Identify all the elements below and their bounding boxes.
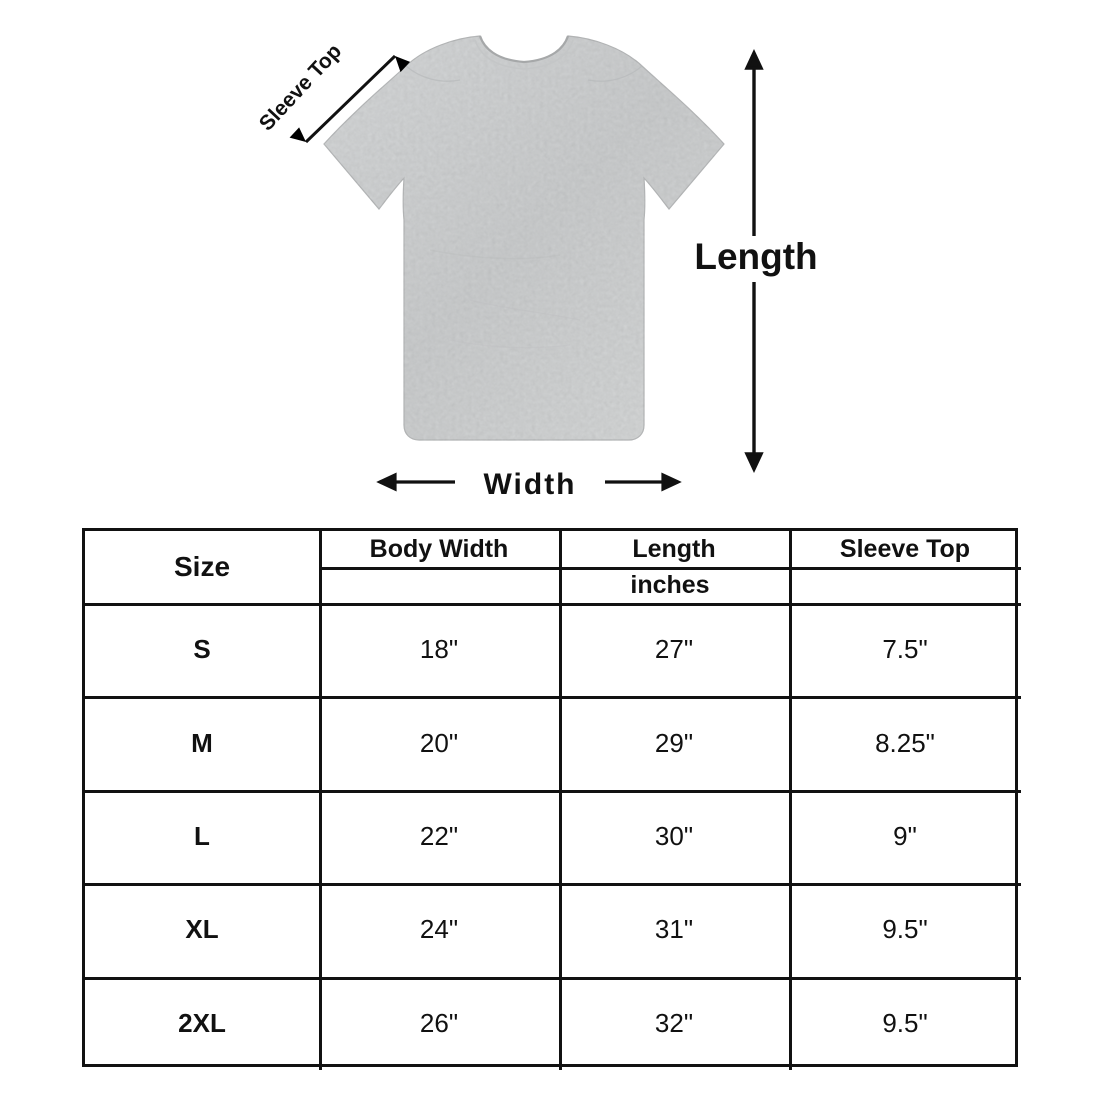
svg-text:Length: Length	[694, 236, 817, 277]
svg-text:Width: Width	[483, 468, 576, 501]
svg-text:Sleeve Top: Sleeve Top	[255, 40, 346, 136]
